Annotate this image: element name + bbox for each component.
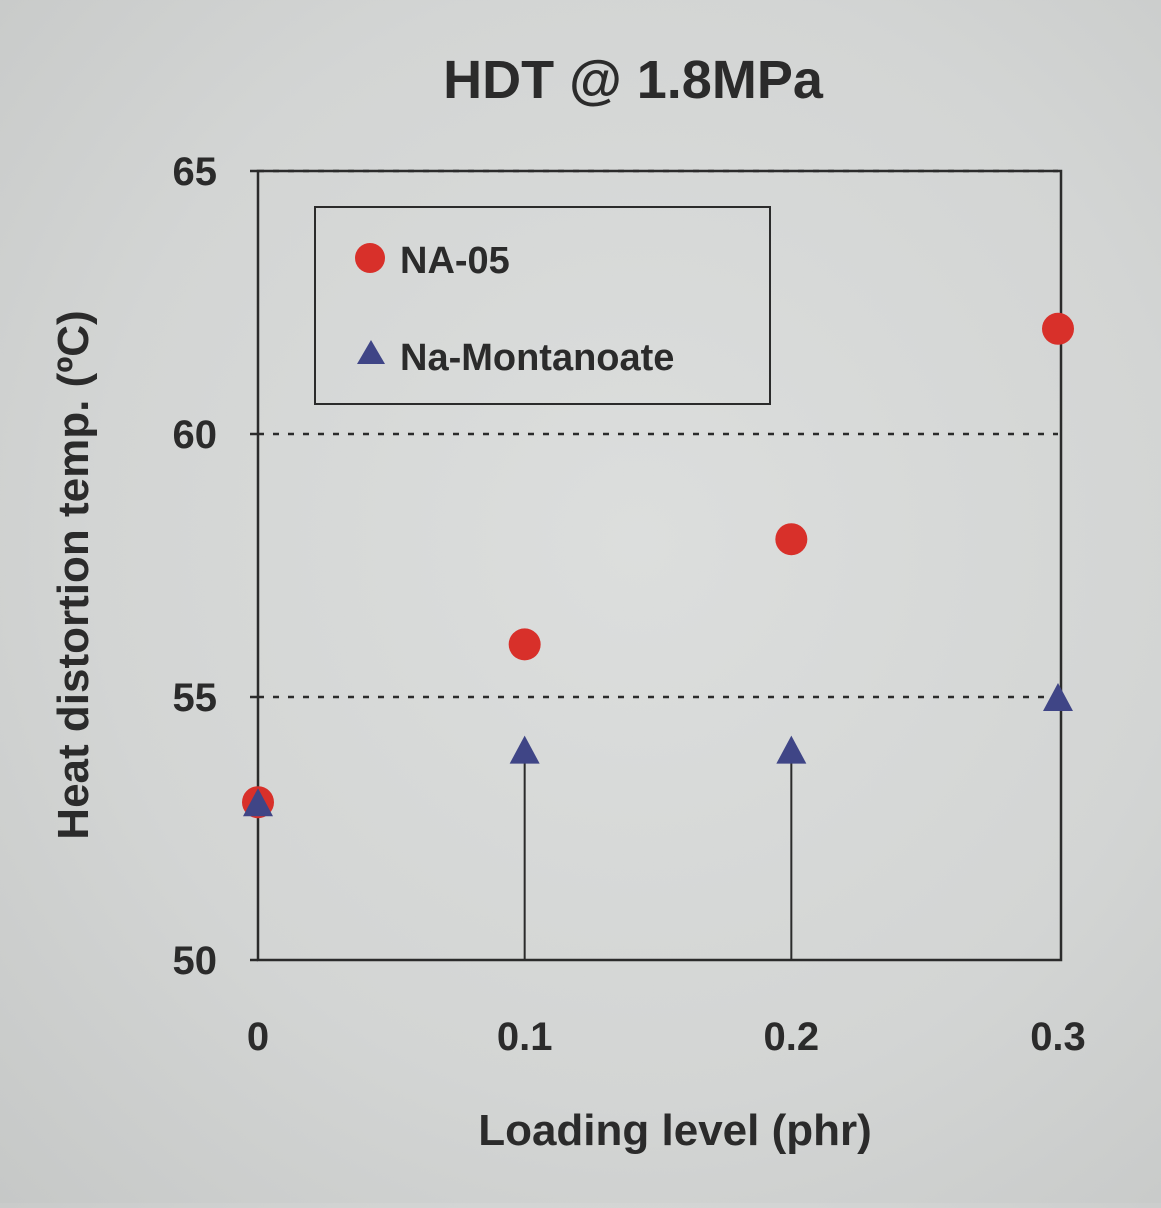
data-points xyxy=(242,312,1074,819)
y-tick-label: 60 xyxy=(173,413,218,457)
y-tick-label: 55 xyxy=(173,676,218,720)
y-tick-label: 50 xyxy=(173,939,218,983)
legend-box xyxy=(314,206,771,405)
point-na-montanoate xyxy=(509,735,540,764)
x-axis-ticks: 0 0.1 0.2 0.3 xyxy=(247,748,1086,1059)
plot-frame xyxy=(256,169,1063,962)
legend-label-na-05: NA-05 xyxy=(400,240,510,282)
point-na-montanoate xyxy=(776,735,807,764)
x-tick-label: 0.3 xyxy=(1030,1015,1086,1059)
x-tick-label: 0.2 xyxy=(764,1015,820,1059)
x-tick-label: 0.1 xyxy=(497,1015,553,1059)
point-na-montanoate xyxy=(243,788,273,817)
legend: NA-05 Na-Montanoate xyxy=(314,206,771,405)
y-tick-label: 65 xyxy=(173,150,218,194)
point-na-05 xyxy=(508,628,541,661)
y-axis-ticks: 50 55 60 65 xyxy=(173,150,258,983)
x-tick-label: 0 xyxy=(247,1015,269,1059)
legend-marker-na-05 xyxy=(355,243,385,273)
point-na-05 xyxy=(775,523,808,556)
legend-label-na-montanoate: Na-Montanoate xyxy=(400,337,674,379)
x-axis-label: Loading level (phr) xyxy=(478,1106,872,1155)
legend-marker-na-montanoate xyxy=(357,340,385,364)
chart-title: HDT @ 1.8MPa xyxy=(443,50,824,110)
point-na-05 xyxy=(1042,312,1074,345)
y-axis-label: Heat distortion temp. (ºC) xyxy=(49,310,98,839)
point-na-montanoate xyxy=(1043,683,1073,711)
